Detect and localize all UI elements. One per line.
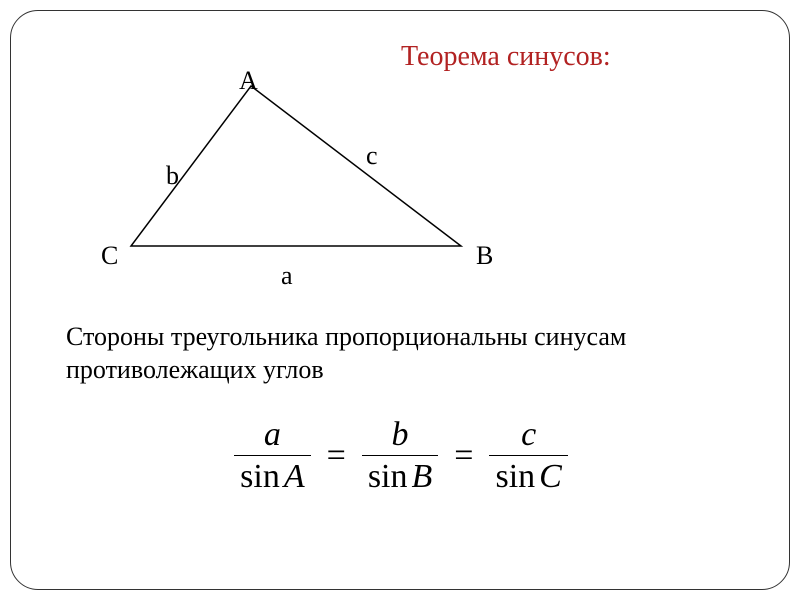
denominator-c: sinC — [489, 455, 567, 495]
statement-line1: Стороны треугольника пропорциональны син… — [66, 322, 626, 351]
side-label-a: a — [281, 261, 293, 291]
vertex-label-C: C — [101, 241, 118, 271]
side-label-c: c — [366, 141, 378, 171]
formula-row: a sinA = b sinB = c sinC — [234, 416, 568, 496]
triangle-shape — [131, 86, 461, 246]
card: Теорема синусов: A B C a b c Стороны тре… — [10, 10, 790, 590]
denominator-b: sinB — [362, 455, 438, 495]
theorem-statement: Стороны треугольника пропорциональны син… — [66, 321, 626, 386]
sin-text: sin — [368, 458, 408, 495]
equals-2: = — [454, 437, 473, 475]
fraction-a: a sinA — [234, 416, 310, 496]
sin-text: sin — [240, 458, 280, 495]
numerator-b: b — [386, 416, 415, 455]
fraction-b: b sinB — [362, 416, 438, 496]
vertex-label-B: B — [476, 241, 493, 271]
numerator-c: c — [515, 416, 542, 455]
equals-1: = — [327, 437, 346, 475]
vertex-label-A: A — [239, 66, 258, 96]
fraction-c: c sinC — [489, 416, 567, 496]
triangle-diagram: A B C a b c — [81, 66, 501, 296]
angle-C: C — [539, 458, 562, 495]
angle-B: B — [412, 458, 433, 495]
formula: a sinA = b sinB = c sinC — [11, 416, 791, 496]
denominator-a: sinA — [234, 455, 310, 495]
side-label-b: b — [166, 161, 179, 191]
angle-A: A — [284, 458, 305, 495]
statement-line2: противолежащих углов — [66, 355, 324, 384]
sin-text: sin — [495, 458, 535, 495]
numerator-a: a — [258, 416, 287, 455]
